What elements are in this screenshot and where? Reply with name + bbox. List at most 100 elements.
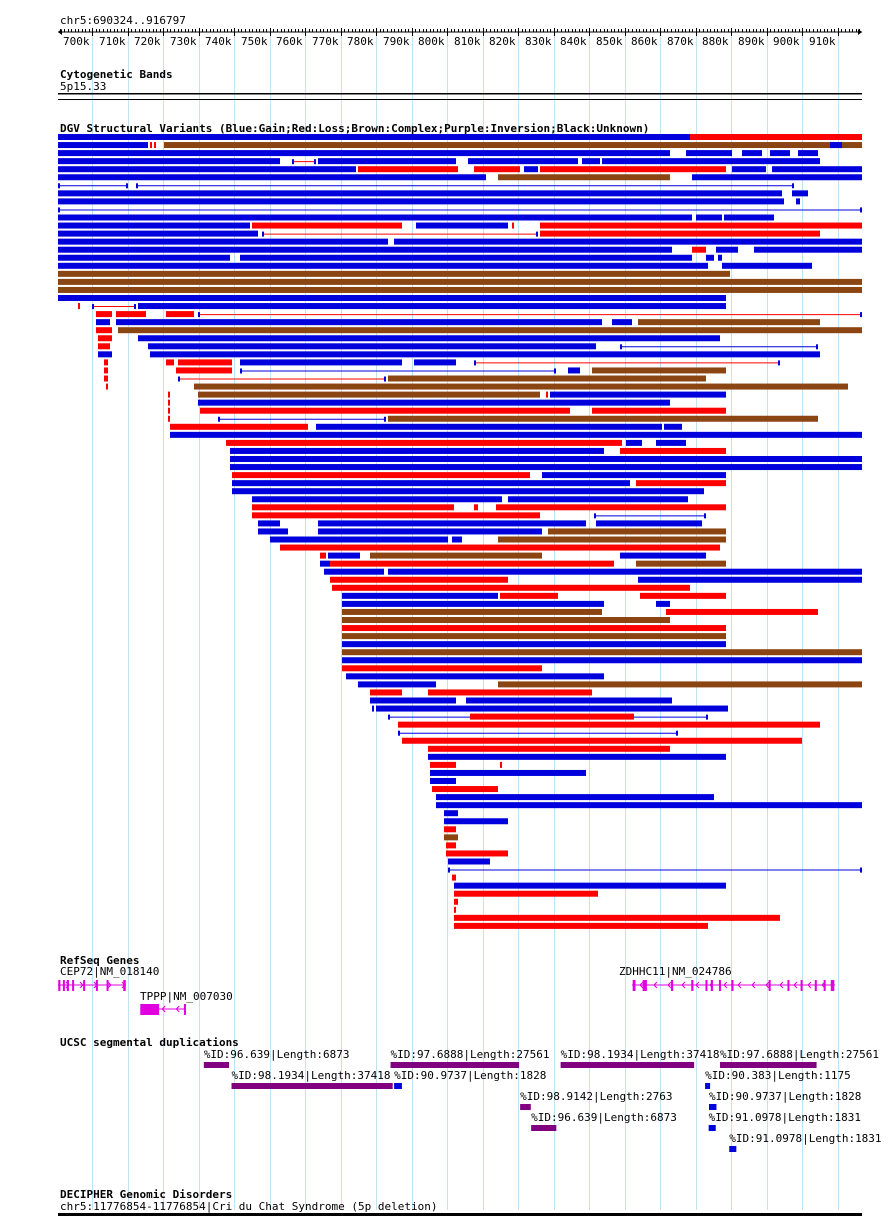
dgv-variant[interactable] xyxy=(466,697,672,704)
dgv-variant[interactable] xyxy=(168,399,170,406)
dgv-variant[interactable] xyxy=(342,657,862,664)
dgv-variant[interactable] xyxy=(154,142,156,149)
dgv-variant[interactable] xyxy=(98,343,110,350)
dgv-variant[interactable] xyxy=(498,174,670,181)
dgv-variant[interactable] xyxy=(754,246,862,253)
dgv-variant[interactable] xyxy=(692,246,706,253)
dgv-variant[interactable] xyxy=(98,335,112,342)
dgv-variant[interactable] xyxy=(270,536,448,543)
segdup-feature[interactable] xyxy=(729,1146,737,1152)
dgv-variant[interactable] xyxy=(454,898,458,905)
dgv-variant[interactable] xyxy=(638,576,862,583)
segdup-feature[interactable] xyxy=(231,1083,393,1089)
dgv-variant[interactable] xyxy=(540,166,726,173)
dgv-variant[interactable] xyxy=(328,552,360,559)
dgv-variant[interactable] xyxy=(454,906,456,913)
dgv-variant[interactable] xyxy=(58,158,280,165)
dgv-variant[interactable] xyxy=(176,367,232,374)
dgv-variant[interactable] xyxy=(602,158,820,165)
dgv-variant[interactable] xyxy=(592,367,726,374)
dgv-variant[interactable] xyxy=(170,423,308,430)
dgv-variant[interactable] xyxy=(428,753,726,760)
dgv-variant[interactable] xyxy=(96,319,110,326)
dgv-variant[interactable] xyxy=(452,536,462,543)
dgv-variant[interactable] xyxy=(546,391,548,398)
dgv-variant[interactable] xyxy=(388,568,862,575)
dgv-variant[interactable] xyxy=(78,303,80,310)
dgv-variant[interactable] xyxy=(454,890,598,897)
dgv-variant[interactable] xyxy=(370,552,542,559)
dgv-variant[interactable] xyxy=(342,633,726,640)
dgv-variant[interactable] xyxy=(252,222,402,229)
dgv-variant[interactable] xyxy=(342,608,602,615)
dgv-variant[interactable] xyxy=(240,254,692,261)
dgv-variant[interactable] xyxy=(96,311,112,318)
dgv-variant[interactable] xyxy=(796,198,800,205)
dgv-variant[interactable] xyxy=(452,874,456,881)
segdup-feature[interactable] xyxy=(720,1062,817,1068)
refseq-gene[interactable] xyxy=(57,980,127,991)
segdup-feature[interactable] xyxy=(520,1104,531,1110)
dgv-variant[interactable] xyxy=(454,882,726,889)
dgv-variant[interactable] xyxy=(724,214,774,221)
dgv-variant[interactable] xyxy=(194,383,848,390)
dgv-variant[interactable] xyxy=(798,150,818,157)
dgv-variant[interactable] xyxy=(58,174,486,181)
dgv-variant[interactable] xyxy=(430,761,456,768)
dgv-variant[interactable] xyxy=(116,311,146,318)
dgv-variant[interactable] xyxy=(468,158,578,165)
dgv-variant[interactable] xyxy=(166,359,174,366)
dgv-variant[interactable] xyxy=(596,520,702,527)
dgv-variant[interactable] xyxy=(718,254,722,261)
dgv-variant[interactable] xyxy=(58,270,730,277)
dgv-variant[interactable] xyxy=(58,246,672,253)
dgv-variant[interactable] xyxy=(416,222,508,229)
dgv-variant[interactable] xyxy=(136,295,726,301)
dgv-variant[interactable] xyxy=(318,528,542,535)
dgv-variant[interactable] xyxy=(772,166,862,173)
dgv-variant[interactable] xyxy=(332,584,690,591)
dgv-variant[interactable] xyxy=(444,826,456,833)
dgv-variant[interactable] xyxy=(716,246,738,253)
dgv-variant[interactable] xyxy=(444,818,508,825)
dgv-variant[interactable] xyxy=(388,415,818,422)
dgv-variant[interactable] xyxy=(444,834,458,841)
dgv-variant[interactable] xyxy=(342,592,498,599)
dgv-variant[interactable] xyxy=(376,705,728,712)
dgv-variant[interactable] xyxy=(428,745,670,752)
dgv-variant[interactable] xyxy=(686,150,732,157)
dgv-variant[interactable] xyxy=(394,238,862,245)
dgv-variant[interactable] xyxy=(330,560,614,567)
segdup-feature[interactable] xyxy=(203,1062,230,1068)
dgv-variant[interactable] xyxy=(626,439,642,446)
segdup-feature[interactable] xyxy=(394,1083,402,1089)
dgv-variant[interactable] xyxy=(138,335,720,342)
dgv-variant[interactable] xyxy=(58,150,670,157)
segdup-feature[interactable] xyxy=(709,1104,717,1110)
dgv-variant[interactable] xyxy=(446,850,508,857)
dgv-variant[interactable] xyxy=(540,222,862,229)
dgv-variant[interactable] xyxy=(656,600,670,607)
dgv-variant[interactable] xyxy=(58,166,356,173)
dgv-variant[interactable] xyxy=(448,858,490,865)
dgv-variant[interactable] xyxy=(500,592,558,599)
dgv-variant[interactable] xyxy=(168,407,170,414)
dgv-variant[interactable] xyxy=(226,439,622,446)
dgv-variant[interactable] xyxy=(358,681,436,688)
refseq-gene[interactable] xyxy=(631,980,836,991)
dgv-variant[interactable] xyxy=(636,560,726,567)
dgv-variant[interactable] xyxy=(640,592,726,599)
dgv-variant[interactable] xyxy=(330,576,508,583)
dgv-variant[interactable] xyxy=(104,367,108,374)
dgv-variant[interactable] xyxy=(370,697,456,704)
dgv-variant[interactable] xyxy=(474,504,478,511)
dgv-variant[interactable] xyxy=(664,423,682,430)
dgv-variant[interactable] xyxy=(232,472,530,479)
dgv-variant[interactable] xyxy=(252,504,454,511)
dgv-variant[interactable] xyxy=(230,447,604,454)
dgv-variant[interactable] xyxy=(240,359,402,366)
dgv-variant[interactable] xyxy=(150,351,820,358)
dgv-variant[interactable] xyxy=(318,158,456,165)
dgv-variant[interactable] xyxy=(430,778,456,784)
dgv-variant[interactable] xyxy=(542,472,726,479)
